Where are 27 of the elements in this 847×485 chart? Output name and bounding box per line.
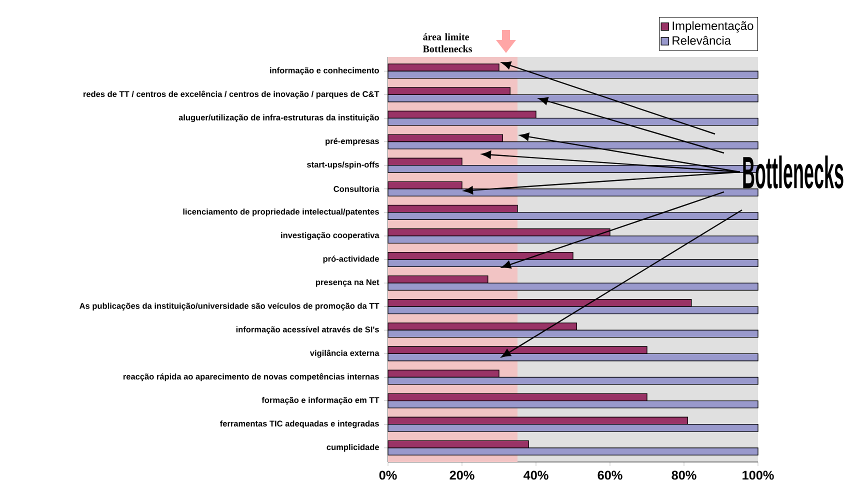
y-tick-label: presença na Net (316, 279, 380, 287)
y-tick-label: cumplicidade (326, 444, 380, 452)
y-tick-label: start-ups/spin-offs (307, 161, 379, 170)
annotation: Bottlenecks (743, 155, 844, 189)
x-tick-label: 80% (672, 470, 696, 480)
y-tick-label: As publicações da instituição/universidade são veículos de promoção da TT (80, 302, 380, 310)
x-tick-label: 0% (379, 470, 397, 480)
y-tick-label: reacção rápida ao aparecimento de novas competências internas (123, 373, 379, 382)
band-label: área limite Bottlenecks (422, 33, 472, 52)
y-tick-label: ferramentas TIC adequadas e integradas (220, 420, 379, 428)
y-tick-label: formação e informação em TT (262, 396, 380, 405)
y-tick-label: Consultoria (334, 186, 380, 192)
y-tick-label: pré-empresas (326, 138, 379, 146)
x-tick-label: 60% (598, 470, 622, 480)
y-tick-label: licenciamento de propriedade intelectual/patentes (183, 208, 379, 216)
y-tick-label: aluguer/utilização de infra-estruturas da instituição (178, 114, 379, 122)
y-tick-label: pró-actividade (323, 256, 379, 264)
x-tick-label: 100% (742, 470, 774, 480)
x-tick-label: 20% (450, 470, 474, 480)
y-tick-label: informação e conhecimento (270, 67, 379, 75)
y-tick-label: investigação cooperativa (281, 232, 380, 240)
legend-label: Relevância (672, 36, 732, 45)
legend-label: Implementação (672, 21, 754, 32)
x-tick-label: 40% (524, 470, 548, 480)
y-tick-label: redes de TT / centros de excelência / centros de inovação / parques de C&T (84, 90, 380, 99)
y-tick-label: informação acessível através de SI's (236, 326, 379, 334)
y-tick-label: vigilância externa (310, 350, 380, 358)
